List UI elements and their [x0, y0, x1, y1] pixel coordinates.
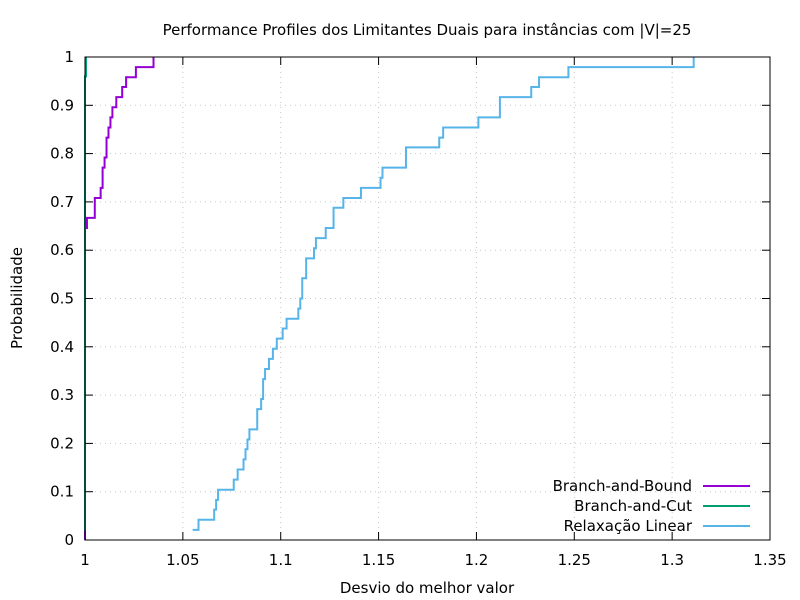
x-axis-label: Desvio do melhor valor [340, 579, 515, 597]
legend: Branch-and-Bound Branch-and-Cut Relaxação … [553, 477, 750, 535]
y-tick-label: 0.7 [50, 193, 74, 211]
legend-label-relaxacao-linear: Relaxação Linear [564, 517, 693, 535]
x-tick-label: 1.35 [753, 551, 786, 569]
x-tick-label: 1.3 [660, 551, 684, 569]
x-tick-label: 1.05 [166, 551, 199, 569]
x-tick-label: 1.25 [558, 551, 591, 569]
series-layer [84, 57, 695, 540]
y-tick-label: 0.2 [50, 434, 74, 452]
y-tick-label: 0.9 [50, 96, 74, 114]
series-line-relaxacao-linear [192, 57, 695, 531]
x-tick-label: 1.1 [269, 551, 293, 569]
y-tick-label: 0 [64, 531, 74, 549]
y-tick-label: 0.1 [50, 483, 74, 501]
y-tick-label: 1 [64, 48, 74, 66]
y-tick-label: 0.6 [50, 241, 74, 259]
y-tick-label: 0.4 [50, 338, 74, 356]
legend-label-branch-and-cut: Branch-and-Cut [574, 497, 692, 515]
x-tick-label: 1 [80, 551, 90, 569]
ticks: 1 1.05 1.1 1.15 1.2 1.25 1.3 1.35 0 0.1 0.2 0.3 0.4 0… [50, 48, 787, 569]
x-tick-label: 1.2 [464, 551, 488, 569]
grid [85, 57, 770, 540]
y-tick-label: 0.8 [50, 145, 74, 163]
plot-frame [84, 56, 771, 541]
chart-title: Performance Profiles dos Limitantes Duai… [163, 21, 692, 39]
y-tick-label: 0.3 [50, 386, 74, 404]
y-axis-label: Probabilidade [8, 247, 26, 349]
legend-label-branch-and-bound: Branch-and-Bound [553, 477, 692, 495]
y-tick-label: 0.5 [50, 290, 74, 308]
series-line-branch-and-bound [84, 57, 155, 540]
x-tick-label: 1.15 [362, 551, 395, 569]
